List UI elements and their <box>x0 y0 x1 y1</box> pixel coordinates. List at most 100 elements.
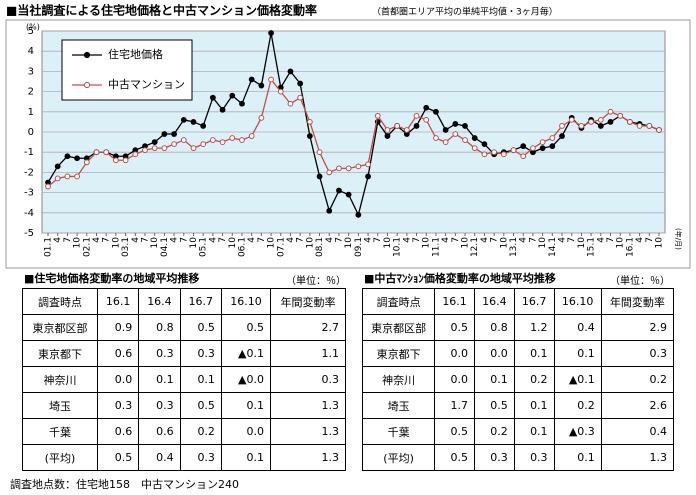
table-title: ■住宅地価格変動率の地域平均推移 <box>24 272 200 285</box>
data-point <box>316 173 323 180</box>
data-point <box>403 127 410 133</box>
x-tick-label: 7 <box>334 237 344 243</box>
table: 調査時点 16.1 16.4 16.7 16.10 年間変動率 東京都区部 0.9 0.8 0.5… <box>22 288 347 471</box>
data-point <box>326 169 333 176</box>
data-point <box>248 133 255 139</box>
data-point <box>64 153 71 160</box>
table-cell: 0.3 <box>600 340 675 367</box>
table-cell: 0.5 <box>434 314 475 341</box>
legend-box <box>61 39 193 101</box>
data-point <box>277 88 284 95</box>
x-tick-label: 16.1 <box>625 237 635 257</box>
data-point <box>481 141 488 148</box>
table-row: 埼玉 0.3 0.3 0.5 0.1 1.3 <box>22 392 347 419</box>
table-title: ■中古ﾏﾝｼｮﾝ価格変動率の地域平均推移 <box>364 272 556 285</box>
data-point <box>365 173 371 180</box>
data-point <box>306 119 313 125</box>
row-header: 東京都下 <box>22 340 98 367</box>
data-point <box>239 100 245 107</box>
data-point <box>287 100 294 107</box>
table-cell: ▲0.1 <box>553 366 602 393</box>
table-cell: 0.1 <box>220 392 271 419</box>
x-tick-label: 4 <box>519 237 529 243</box>
data-point <box>539 139 546 146</box>
data-point <box>171 131 177 137</box>
data-point <box>239 137 245 143</box>
table-cell: 0.5 <box>434 418 475 445</box>
table-cell: 0.1 <box>473 366 515 393</box>
table-row: 神奈川 0.0 0.1 0.1 ▲0.0 0.3 <box>22 366 347 393</box>
legend-label: 中古マンション <box>108 78 185 91</box>
data-point <box>413 112 420 119</box>
data-point <box>54 175 61 182</box>
x-tick-label: 10 <box>111 237 121 249</box>
table-cell: 0.3 <box>96 392 140 419</box>
table-cell: 1.3 <box>600 444 675 471</box>
header-cell: 16.7 <box>513 288 555 315</box>
table-cell: 0.4 <box>600 418 675 445</box>
x-tick-label: 7 <box>257 237 267 243</box>
table-unit: （単位：％） <box>610 276 670 287</box>
row-header: 東京都区部 <box>22 314 98 341</box>
x-tick-label: 10 <box>228 237 238 249</box>
data-point <box>355 211 362 218</box>
y-tick-label: -1 <box>24 147 34 158</box>
data-point <box>180 137 187 143</box>
x-tick-label: 4 <box>596 237 606 243</box>
table-cell: ▲0.1 <box>220 340 271 367</box>
x-tick-label: 4 <box>286 237 296 243</box>
data-point <box>151 139 158 146</box>
table-row: 東京都区部 0.9 0.8 0.5 0.5 2.7 <box>22 314 347 341</box>
x-tick-label: 09.1 <box>354 237 364 257</box>
x-tick-label: 7 <box>451 237 461 243</box>
data-point <box>452 131 459 137</box>
x-tick-label: 10 <box>344 237 354 249</box>
x-tick-label: 4 <box>131 237 141 243</box>
table-cell: 0.0 <box>434 340 475 367</box>
data-point <box>500 151 507 158</box>
table-cell: 2.7 <box>269 314 347 341</box>
table-cell: 2.6 <box>600 392 675 419</box>
x-tick-label: 10 <box>422 237 432 249</box>
table-row: (平均) 0.5 0.3 0.3 0.1 1.3 <box>361 444 675 471</box>
table-row: 神奈川 0.0 0.1 0.2 ▲0.1 0.2 <box>361 366 675 393</box>
data-point <box>530 145 536 152</box>
table-cell: 0.6 <box>96 418 140 445</box>
x-tick-label: 4 <box>402 237 412 243</box>
x-tick-label: 7 <box>645 237 655 243</box>
data-point <box>219 139 226 146</box>
data-point <box>559 133 565 139</box>
row-header: 千葉 <box>361 418 436 445</box>
y-tick-label: -3 <box>24 188 34 199</box>
table-cell: 0.9 <box>96 314 140 341</box>
data-point <box>607 119 614 125</box>
table-cell: 0.5 <box>220 314 271 341</box>
data-point <box>190 119 197 125</box>
header-cell: 16.4 <box>473 288 515 315</box>
x-tick-label: 4 <box>53 237 63 243</box>
x-tick-label: 10 <box>461 237 471 249</box>
table-cell: 0.5 <box>96 444 140 471</box>
table-cell: 0.3 <box>179 444 222 471</box>
data-point <box>229 135 236 141</box>
data-point <box>559 123 565 129</box>
data-point <box>316 149 323 156</box>
row-header: 埼玉 <box>361 392 436 419</box>
x-tick-label: 4 <box>480 237 490 243</box>
data-point <box>142 147 148 154</box>
y-tick-label: -5 <box>24 228 34 239</box>
x-tick-label: 4 <box>170 237 180 243</box>
chart-title: ■当社調査による住宅地価格と中古マンション価格変動率 <box>6 3 317 18</box>
chart: ■当社調査による住宅地価格と中古マンション価格変動率 （首都圏エリア平均の単純平… <box>5 3 691 269</box>
table-cell: 0.8 <box>138 314 181 341</box>
header-cell: 16.10 <box>553 288 602 315</box>
y-tick-label: 1 <box>28 107 34 118</box>
data-point <box>45 183 51 190</box>
data-point <box>326 207 333 214</box>
data-point <box>345 191 352 198</box>
data-point <box>617 112 624 119</box>
table-cell: 0.6 <box>138 418 181 445</box>
data-point <box>74 155 80 162</box>
table-cell: 0.5 <box>179 392 222 419</box>
table-cell: 0.1 <box>138 366 181 393</box>
